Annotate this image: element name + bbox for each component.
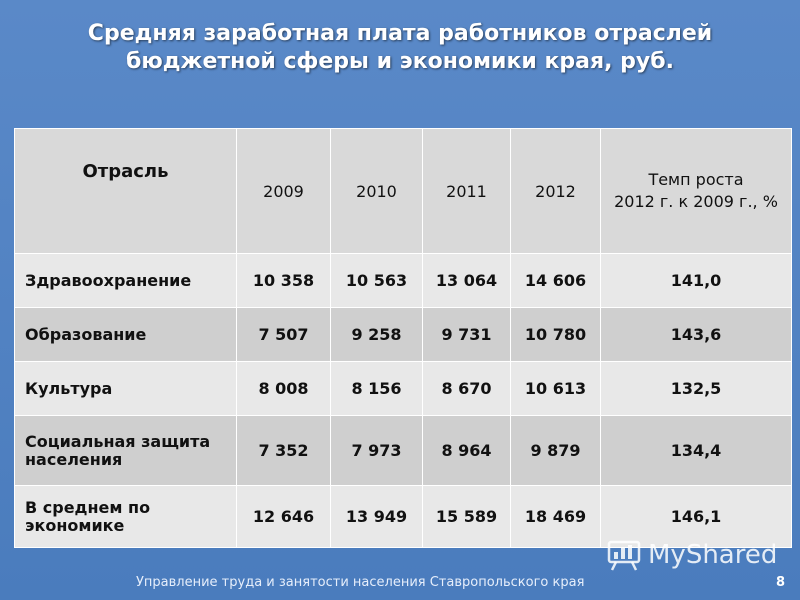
row-name: Здравоохранение xyxy=(14,253,237,308)
table-row: Социальная защита населения 7 352 7 973 … xyxy=(14,415,792,486)
value-growth-rate: 146,1 xyxy=(600,485,792,548)
value-2010: 10 563 xyxy=(330,253,423,308)
table-row: Культура 8 008 8 156 8 670 10 613 132,5 xyxy=(14,361,792,416)
header-2012: 2012 xyxy=(510,128,601,254)
header-growth-rate: Темп роста 2012 г. к 2009 г., % xyxy=(600,128,792,254)
salary-table-container: Отрасль 2009 2010 2011 2012 Темп роста 2… xyxy=(14,128,792,548)
row-name: Образование xyxy=(14,307,237,362)
header-2010: 2010 xyxy=(330,128,423,254)
value-2012: 14 606 xyxy=(510,253,601,308)
value-2010: 7 973 xyxy=(330,415,423,486)
value-2012: 10 613 xyxy=(510,361,601,416)
value-2011: 8 964 xyxy=(422,415,511,486)
page-number: 8 xyxy=(776,575,786,590)
value-2011: 9 731 xyxy=(422,307,511,362)
table-row: В среднем по экономике 12 646 13 949 15 … xyxy=(14,485,792,548)
header-growth-rate-line-2: 2012 г. к 2009 г., % xyxy=(614,192,778,211)
slide-title: Средняя заработная плата работников отра… xyxy=(40,20,760,76)
header-branch: Отрасль xyxy=(14,128,237,254)
value-2009: 8 008 xyxy=(236,361,331,416)
row-name: В среднем по экономике xyxy=(14,485,237,548)
value-2009: 10 358 xyxy=(236,253,331,308)
table-row: Образование 7 507 9 258 9 731 10 780 143… xyxy=(14,307,792,362)
value-growth-rate: 143,6 xyxy=(600,307,792,362)
watermark-text: MyShared xyxy=(648,540,778,570)
row-name: Культура xyxy=(14,361,237,416)
presentation-board-icon xyxy=(607,540,641,571)
header-2009: 2009 xyxy=(236,128,331,254)
value-2010: 8 156 xyxy=(330,361,423,416)
value-growth-rate: 134,4 xyxy=(600,415,792,486)
salary-table: Отрасль 2009 2010 2011 2012 Темп роста 2… xyxy=(14,128,792,548)
value-2011: 15 589 xyxy=(422,485,511,548)
title-line-2: бюджетной сферы и экономики края, руб. xyxy=(126,49,674,74)
table-header-row: Отрасль 2009 2010 2011 2012 Темп роста 2… xyxy=(14,128,792,254)
value-growth-rate: 132,5 xyxy=(600,361,792,416)
value-2009: 7 507 xyxy=(236,307,331,362)
value-2011: 13 064 xyxy=(422,253,511,308)
header-2011: 2011 xyxy=(422,128,511,254)
row-name: Социальная защита населения xyxy=(14,415,237,486)
value-2009: 12 646 xyxy=(236,485,331,548)
value-2012: 9 879 xyxy=(510,415,601,486)
value-2012: 10 780 xyxy=(510,307,601,362)
table-row: Здравоохранение 10 358 10 563 13 064 14 … xyxy=(14,253,792,308)
value-growth-rate: 141,0 xyxy=(600,253,792,308)
value-2012: 18 469 xyxy=(510,485,601,548)
footer-organization: Управление труда и занятости населения С… xyxy=(136,575,585,590)
value-2009: 7 352 xyxy=(236,415,331,486)
value-2010: 13 949 xyxy=(330,485,423,548)
myshared-watermark: MyShared xyxy=(606,535,777,575)
value-2011: 8 670 xyxy=(422,361,511,416)
header-growth-rate-line-1: Темп роста xyxy=(648,170,744,189)
value-2010: 9 258 xyxy=(330,307,423,362)
title-line-1: Средняя заработная плата работников отра… xyxy=(87,21,713,46)
